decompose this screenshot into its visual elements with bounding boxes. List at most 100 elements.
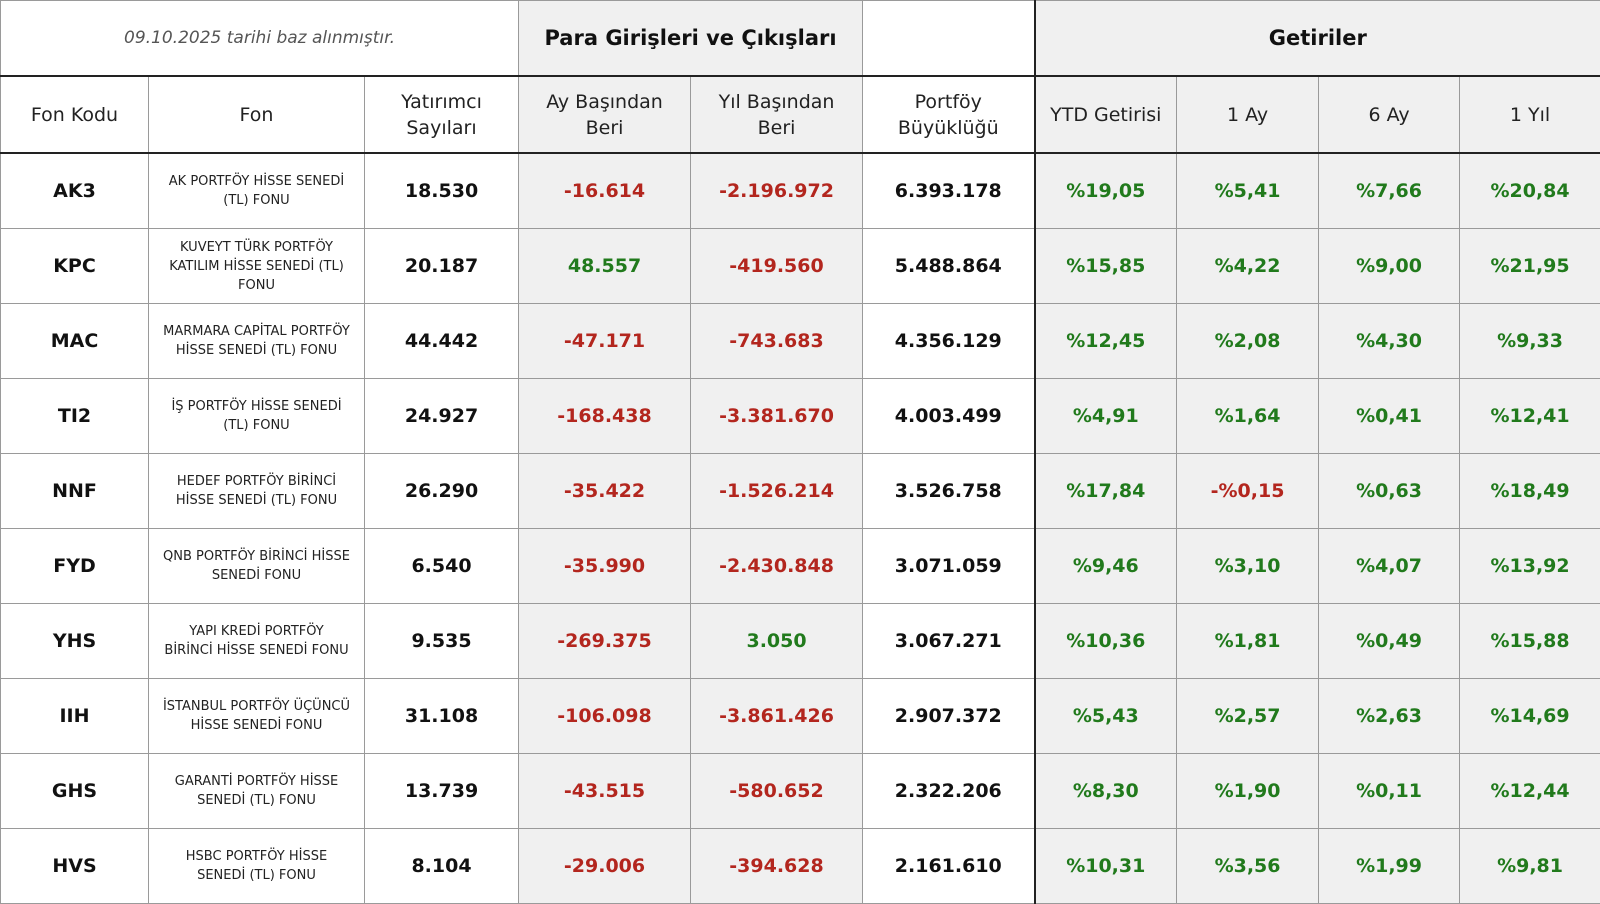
mtd-flow: -47.171 xyxy=(519,304,691,379)
ytd-flow: -394.628 xyxy=(691,829,863,904)
portfolio-size: 3.526.758 xyxy=(863,454,1035,529)
col-header-code: Fon Kodu xyxy=(1,76,149,153)
ytd-flow: -2.196.972 xyxy=(691,153,863,229)
return-1m: %3,56 xyxy=(1177,829,1319,904)
col-header-1y: 1 Yıl xyxy=(1460,76,1600,153)
ytd-flow: -2.430.848 xyxy=(691,529,863,604)
portfolio-size: 5.488.864 xyxy=(863,229,1035,304)
fund-code: HVS xyxy=(1,829,149,904)
fund-code: KPC xyxy=(1,229,149,304)
return-1m: %3,10 xyxy=(1177,529,1319,604)
investor-count: 18.530 xyxy=(365,153,519,229)
portfolio-size: 2.907.372 xyxy=(863,679,1035,754)
ytd-flow: -743.683 xyxy=(691,304,863,379)
return-1m: %5,41 xyxy=(1177,153,1319,229)
return-6m: %4,07 xyxy=(1319,529,1460,604)
fund-code: TI2 xyxy=(1,379,149,454)
fund-name: İŞ PORTFÖY HİSSE SENEDİ(TL) FONU xyxy=(149,379,365,454)
return-1y: %12,41 xyxy=(1460,379,1600,454)
fund-code: MAC xyxy=(1,304,149,379)
return-1y: %9,81 xyxy=(1460,829,1600,904)
portfolio-size: 4.356.129 xyxy=(863,304,1035,379)
mtd-flow: -35.422 xyxy=(519,454,691,529)
mtd-flow: -43.515 xyxy=(519,754,691,829)
investor-count: 13.739 xyxy=(365,754,519,829)
return-1m: -%0,15 xyxy=(1177,454,1319,529)
col-header-ytd-return: YTD Getirisi xyxy=(1035,76,1177,153)
base-date-note: 09.10.2025 tarihi baz alınmıştır. xyxy=(1,1,519,77)
return-6m: %0,41 xyxy=(1319,379,1460,454)
return-1y: %12,44 xyxy=(1460,754,1600,829)
ytd-return: %10,31 xyxy=(1035,829,1177,904)
portfolio-size: 3.071.059 xyxy=(863,529,1035,604)
investor-count: 8.104 xyxy=(365,829,519,904)
return-1y: %21,95 xyxy=(1460,229,1600,304)
return-6m: %2,63 xyxy=(1319,679,1460,754)
mtd-flow: -106.098 xyxy=(519,679,691,754)
ytd-return: %12,45 xyxy=(1035,304,1177,379)
ytd-flow: 3.050 xyxy=(691,604,863,679)
mtd-flow: -269.375 xyxy=(519,604,691,679)
return-1m: %1,81 xyxy=(1177,604,1319,679)
ytd-return: %10,36 xyxy=(1035,604,1177,679)
col-header-1m: 1 Ay xyxy=(1177,76,1319,153)
return-1m: %2,08 xyxy=(1177,304,1319,379)
return-1m: %1,64 xyxy=(1177,379,1319,454)
portfolio-size: 2.322.206 xyxy=(863,754,1035,829)
portfolio-size: 3.067.271 xyxy=(863,604,1035,679)
investor-count: 44.442 xyxy=(365,304,519,379)
investor-count: 6.540 xyxy=(365,529,519,604)
empty-header-cell xyxy=(863,1,1035,77)
investor-count: 26.290 xyxy=(365,454,519,529)
return-6m: %0,49 xyxy=(1319,604,1460,679)
mtd-flow: -29.006 xyxy=(519,829,691,904)
investor-count: 20.187 xyxy=(365,229,519,304)
portfolio-size: 4.003.499 xyxy=(863,379,1035,454)
investor-count: 31.108 xyxy=(365,679,519,754)
ytd-return: %9,46 xyxy=(1035,529,1177,604)
ytd-flow: -419.560 xyxy=(691,229,863,304)
col-header-6m: 6 Ay xyxy=(1319,76,1460,153)
ytd-return: %4,91 xyxy=(1035,379,1177,454)
return-6m: %0,63 xyxy=(1319,454,1460,529)
return-1y: %15,88 xyxy=(1460,604,1600,679)
ytd-return: %19,05 xyxy=(1035,153,1177,229)
fund-code: YHS xyxy=(1,604,149,679)
ytd-flow: -580.652 xyxy=(691,754,863,829)
investor-count: 9.535 xyxy=(365,604,519,679)
return-6m: %1,99 xyxy=(1319,829,1460,904)
fund-code: AK3 xyxy=(1,153,149,229)
ytd-return: %17,84 xyxy=(1035,454,1177,529)
return-6m: %9,00 xyxy=(1319,229,1460,304)
returns-group-header: Getiriler xyxy=(1035,1,1600,77)
mtd-flow: -16.614 xyxy=(519,153,691,229)
mtd-flow: -35.990 xyxy=(519,529,691,604)
ytd-return: %5,43 xyxy=(1035,679,1177,754)
col-header-fund: Fon xyxy=(149,76,365,153)
ytd-return: %15,85 xyxy=(1035,229,1177,304)
portfolio-size: 2.161.610 xyxy=(863,829,1035,904)
mtd-flow: 48.557 xyxy=(519,229,691,304)
return-1m: %4,22 xyxy=(1177,229,1319,304)
return-1y: %14,69 xyxy=(1460,679,1600,754)
investor-count: 24.927 xyxy=(365,379,519,454)
